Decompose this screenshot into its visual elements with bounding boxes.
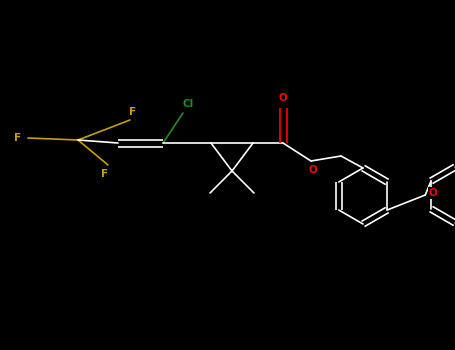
Text: F: F [15, 133, 21, 143]
Text: O: O [429, 188, 438, 198]
Text: F: F [129, 107, 136, 117]
Text: Cl: Cl [182, 99, 194, 109]
Text: O: O [308, 165, 318, 175]
Text: F: F [101, 169, 109, 179]
Text: O: O [278, 93, 288, 103]
